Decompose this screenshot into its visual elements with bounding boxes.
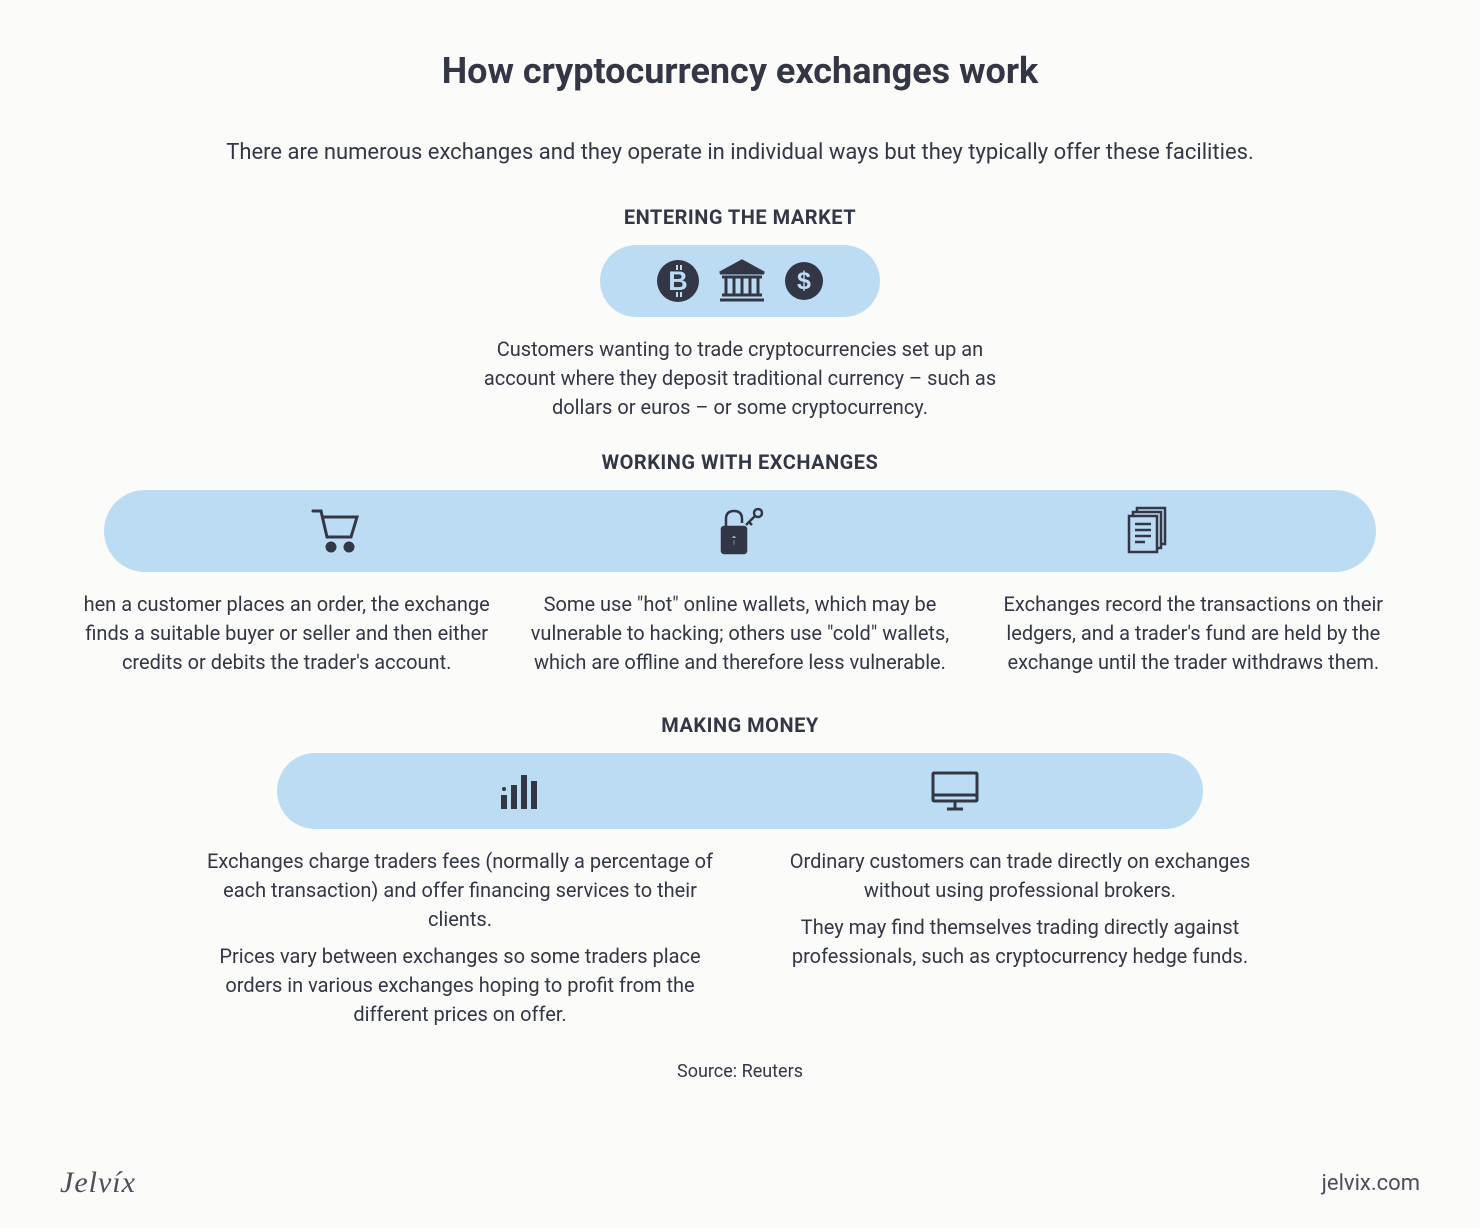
bar-chart-icon <box>499 769 545 813</box>
brand-url: jelvix.com <box>1322 1171 1420 1196</box>
working-columns: hen a customer places an order, the exch… <box>60 590 1420 685</box>
bitcoin-icon: B <box>656 259 700 303</box>
page-subtitle: There are numerous exchanges and they op… <box>60 140 1420 165</box>
svg-text:$: $ <box>797 267 811 295</box>
entering-pill: B $ <box>600 245 880 317</box>
money-col-2a: Ordinary customers can trade directly on… <box>760 847 1280 905</box>
money-col-2b: They may find themselves trading directl… <box>760 913 1280 971</box>
svg-text:B: B <box>668 266 688 296</box>
page-title: How cryptocurrency exchanges work <box>60 50 1420 92</box>
working-pill <box>104 490 1376 572</box>
source-text: Source: Reuters <box>60 1061 1420 1082</box>
monitor-icon <box>929 769 981 813</box>
cart-icon <box>311 507 361 555</box>
section-entering-heading: ENTERING THE MARKET <box>60 205 1420 229</box>
money-columns: Exchanges charge traders fees (normally … <box>60 847 1420 1037</box>
section-money-heading: MAKING MONEY <box>60 713 1420 737</box>
working-col-3: Exchanges record the transactions on the… <box>977 590 1410 677</box>
brand-logo: Jelvíx <box>60 1166 136 1200</box>
working-col-1: hen a customer places an order, the exch… <box>70 590 503 677</box>
entering-description: Customers wanting to trade cryptocurrenc… <box>480 335 1000 422</box>
money-col-1b: Prices vary between exchanges so some tr… <box>200 942 720 1029</box>
money-col-1a: Exchanges charge traders fees (normally … <box>200 847 720 934</box>
section-working-heading: WORKING WITH EXCHANGES <box>60 450 1420 474</box>
working-col-2: Some use "hot" online wallets, which may… <box>523 590 956 677</box>
footer: Jelvíx jelvix.com <box>60 1166 1420 1200</box>
bank-icon <box>718 259 766 303</box>
money-pill <box>277 753 1203 829</box>
padlock-key-icon <box>716 505 770 557</box>
dollar-icon: $ <box>784 261 824 301</box>
document-icon <box>1125 506 1169 556</box>
